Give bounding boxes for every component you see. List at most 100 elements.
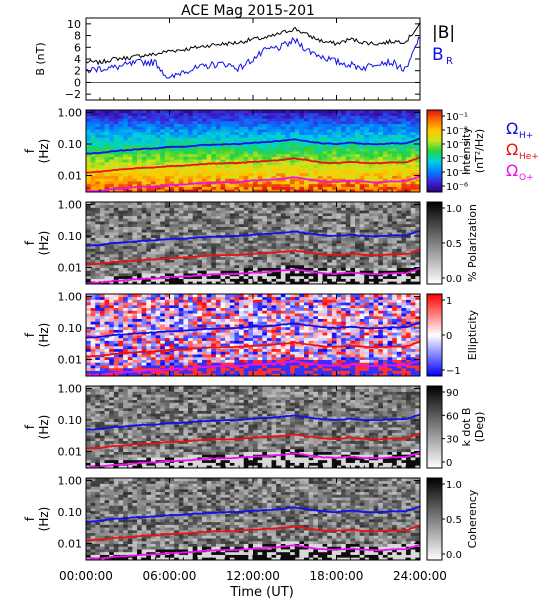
heatmap-cell — [178, 210, 184, 214]
heatmap-cell — [345, 218, 351, 222]
heatmap-cell — [387, 151, 393, 155]
heatmap-cell — [146, 221, 152, 225]
heatmap-cell — [234, 215, 240, 219]
heatmap-cell — [285, 273, 291, 277]
heatmap-cell — [415, 281, 421, 285]
data-point — [169, 184, 171, 186]
heatmap-cell — [341, 164, 347, 168]
heatmap-cell — [99, 202, 105, 206]
heatmap-cell — [118, 240, 124, 244]
heatmap-cell — [243, 186, 249, 190]
heatmap-cell — [90, 299, 96, 303]
heatmap-cell — [322, 273, 328, 277]
colorbar-cell — [427, 261, 442, 264]
heatmap-cell — [336, 204, 342, 208]
heatmap-cell — [304, 212, 310, 217]
heatmap-cell — [364, 278, 370, 282]
heatmap-cell — [137, 229, 143, 233]
heatmap-cell — [225, 153, 231, 157]
heatmap-cell — [109, 123, 115, 127]
heatmap-cell — [308, 120, 314, 125]
heatmap-cell — [322, 145, 328, 149]
heatmap-cell — [220, 245, 226, 249]
heatmap-cell — [239, 270, 245, 274]
heatmap-cell — [155, 161, 161, 166]
heatmap-cell — [234, 134, 240, 138]
heatmap-cell — [257, 137, 263, 141]
heatmap-cell — [192, 273, 198, 277]
heatmap-cell — [113, 218, 119, 222]
heatmap-cell — [109, 110, 115, 114]
heatmap-cell — [137, 234, 143, 238]
heatmap-cell — [192, 207, 198, 211]
heatmap-cell — [392, 262, 398, 266]
heatmap-cell — [141, 142, 147, 146]
heatmap-cell — [243, 237, 249, 241]
heatmap-cell — [229, 110, 235, 114]
heatmap-cell — [290, 181, 296, 185]
heatmap-cell — [220, 275, 226, 279]
heatmap-cell — [99, 264, 105, 268]
colorbar-cell — [427, 249, 442, 252]
heatmap-cell — [382, 226, 388, 230]
heatmap-cell — [396, 115, 402, 119]
heatmap-cell — [155, 218, 161, 222]
heatmap-cell — [234, 221, 240, 225]
data-point — [377, 181, 379, 183]
colorbar-cell — [427, 132, 442, 135]
heatmap-cell — [118, 129, 124, 133]
heatmap-cell — [127, 120, 133, 125]
heatmap-cell — [239, 218, 245, 222]
heatmap-cell — [211, 275, 217, 279]
heatmap-cell — [359, 240, 365, 244]
heatmap-cell — [299, 226, 305, 230]
heatmap-cell — [257, 215, 263, 219]
heatmap-cell — [99, 129, 105, 133]
heatmap-cell — [401, 123, 407, 127]
heatmap-cell — [285, 118, 291, 122]
heatmap-cell — [90, 131, 96, 135]
heatmap-cell — [113, 178, 119, 182]
heatmap-cell — [123, 110, 129, 114]
heatmap-cell — [234, 164, 240, 168]
heatmap-cell — [378, 151, 384, 155]
heatmap-cell — [99, 313, 105, 317]
heatmap-cell — [164, 129, 170, 133]
heatmap-cell — [392, 267, 398, 271]
colorbar-cell — [427, 171, 442, 174]
heatmap-cell — [192, 161, 198, 166]
colorbar-cell — [427, 236, 442, 240]
heatmap-cell — [164, 170, 170, 174]
heatmap-cell — [123, 307, 129, 311]
heatmap-cell — [290, 172, 296, 176]
heatmap-cell — [174, 240, 180, 244]
heatmap-cell — [137, 164, 143, 168]
heatmap-cell — [178, 123, 184, 127]
heatmap-cell — [317, 159, 323, 163]
heatmap-cell — [137, 126, 143, 130]
heatmap-cell — [382, 251, 388, 255]
heatmap-cell — [317, 278, 323, 282]
heatmap-cell — [257, 278, 263, 282]
data-point — [405, 41, 407, 43]
heatmap-cell — [280, 259, 286, 263]
heatmap-cell — [123, 245, 129, 249]
heatmap-cell — [253, 131, 259, 135]
heatmap-cell — [257, 275, 263, 279]
heatmap-cell — [410, 281, 416, 285]
data-point — [196, 183, 198, 185]
heatmap-cell — [331, 215, 337, 219]
heatmap-cell — [141, 232, 147, 236]
heatmap-cell — [95, 218, 101, 222]
heatmap-cell — [410, 156, 416, 160]
heatmap-cell — [188, 170, 194, 174]
heatmap-cell — [211, 178, 217, 182]
heatmap-cell — [137, 278, 143, 282]
heatmap-cell — [104, 299, 110, 303]
heatmap-cell — [99, 186, 105, 190]
heatmap-cell — [160, 229, 166, 233]
heatmap-cell — [253, 245, 259, 249]
heatmap-cell — [396, 148, 402, 152]
heatmap-cell — [382, 112, 388, 116]
heatmap-cell — [141, 229, 147, 233]
